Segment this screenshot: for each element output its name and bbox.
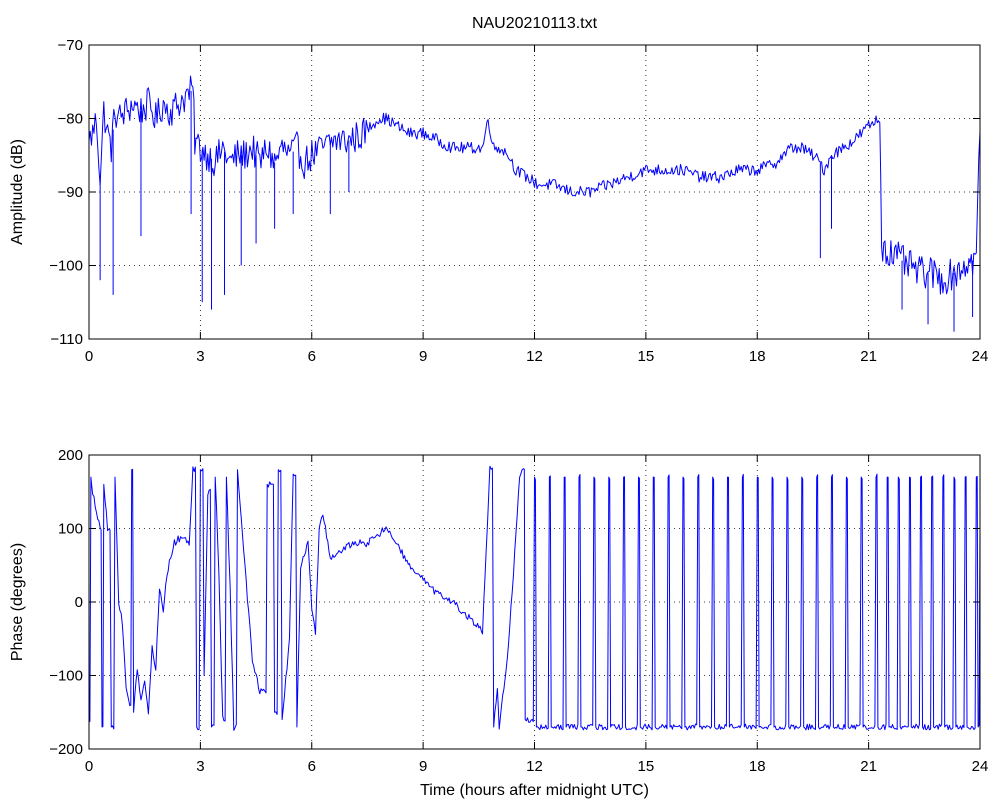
x-tick-label: 15 [638, 758, 655, 775]
grid [89, 45, 980, 339]
x-tick-label: 9 [419, 348, 427, 365]
x-tick-label: 18 [749, 758, 766, 775]
x-tick-label: 12 [526, 758, 543, 775]
x-tick-label: 6 [308, 758, 316, 775]
x-tick-label: 15 [638, 348, 655, 365]
x-tick-label: 24 [972, 348, 989, 365]
x-tick-label: 21 [860, 758, 877, 775]
y-tick-label: −110 [50, 331, 83, 348]
phase-chart: 0 3 6 9 12 15 18 21 24 200 100 0 −100 −200 Phase (degr… [9, 447, 988, 799]
x-tick-label: 0 [85, 758, 93, 775]
y-tick-label: 0 [75, 594, 83, 611]
series-line [89, 75, 980, 295]
y-axis-label: Amplitude (dB) [9, 139, 26, 245]
y-tick-label: −70 [58, 37, 83, 54]
series-line [89, 465, 980, 731]
chart-title: NAU20210113.txt [472, 15, 598, 32]
y-tick-label: −100 [49, 668, 83, 685]
y-tick-label: 100 [58, 521, 83, 538]
y-tick-label: −90 [58, 184, 83, 201]
x-tick-label: 0 [85, 348, 93, 365]
x-axis-label: Time (hours after midnight UTC) [420, 782, 649, 799]
x-tick-label: 9 [419, 758, 427, 775]
x-tick-label: 21 [860, 348, 877, 365]
amplitude-chart: 0 3 6 9 12 15 18 21 24 −70 −80 −90 −100 −110 NAU202101… [9, 15, 988, 365]
x-tick-label: 6 [308, 348, 316, 365]
y-tick-label: 200 [58, 447, 83, 464]
y-axis-label: Phase (degrees) [9, 543, 26, 661]
y-tick-label: −100 [49, 258, 83, 275]
x-tick-label: 12 [526, 348, 543, 365]
x-tick-label: 18 [749, 348, 766, 365]
x-tick-label: 24 [972, 758, 989, 775]
y-tick-label: −80 [58, 111, 83, 128]
y-tick-label: −200 [49, 741, 83, 758]
x-tick-label: 3 [196, 348, 204, 365]
x-tick-label: 3 [196, 758, 204, 775]
